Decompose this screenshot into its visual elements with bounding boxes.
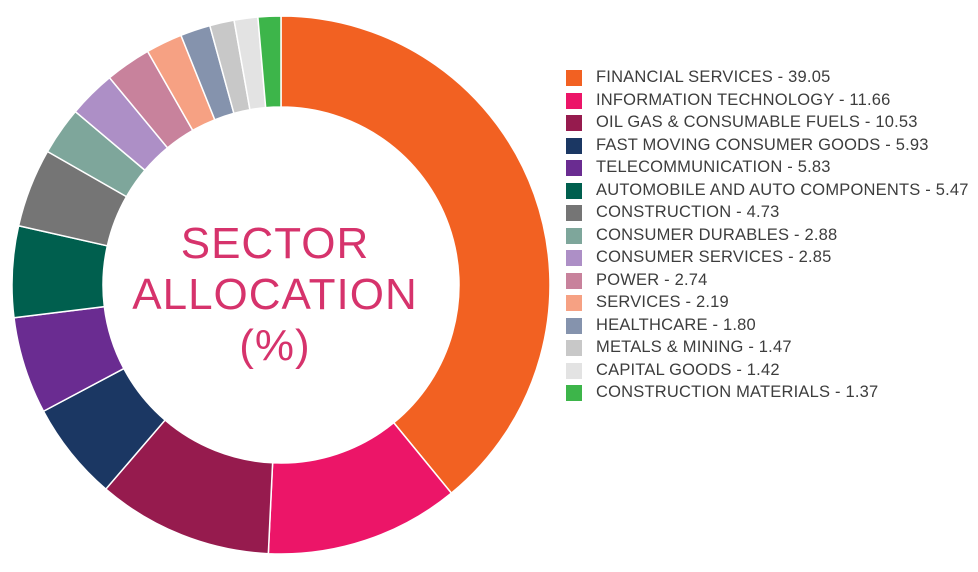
legend-label: CONSUMER DURABLES - 2.88 <box>596 225 838 244</box>
legend-label: CONSTRUCTION - 4.73 <box>596 203 780 221</box>
legend-swatch <box>566 362 582 379</box>
legend-item: OIL GAS & CONSUMABLE FUELS - 10.53 <box>566 111 971 134</box>
legend-item: AUTOMOBILE AND AUTO COMPONENTS - 5.47 <box>566 179 971 202</box>
legend-swatch <box>566 182 582 199</box>
legend-item: CAPITAL GOODS - 1.42 <box>566 359 971 382</box>
legend-swatch <box>566 340 582 356</box>
legend-label: CONSTRUCTION MATERIALS - 1.37 <box>596 383 879 401</box>
legend-item: TELECOMMUNICATION - 5.83 <box>566 156 971 179</box>
legend-item: POWER - 2.74 <box>566 269 971 292</box>
legend-label: HEALTHCARE - 1.80 <box>596 315 756 334</box>
legend-label: SERVICES - 2.19 <box>596 293 729 311</box>
legend-label: INFORMATION TECHNOLOGY - 11.66 <box>596 90 891 109</box>
legend-item: CONSUMER DURABLES - 2.88 <box>566 224 971 247</box>
legend-item: HEALTHCARE - 1.80 <box>566 314 971 337</box>
legend-label: FINANCIAL SERVICES - 39.05 <box>596 68 831 86</box>
chart-title-line-1: SECTOR <box>180 219 370 268</box>
legend-item: FAST MOVING CONSUMER GOODS - 5.93 <box>566 134 971 157</box>
legend: FINANCIAL SERVICES - 39.05 INFORMATION TE… <box>566 66 971 404</box>
legend-label: METALS & MINING - 1.47 <box>596 338 792 356</box>
legend-label: CONSUMER SERVICES - 2.85 <box>596 248 832 266</box>
legend-label: CAPITAL GOODS - 1.42 <box>596 360 780 379</box>
legend-item: INFORMATION TECHNOLOGY - 11.66 <box>566 89 971 112</box>
legend-swatch <box>566 317 582 334</box>
legend-swatch <box>566 70 582 86</box>
legend-item: CONSTRUCTION MATERIALS - 1.37 <box>566 381 971 404</box>
donut-chart <box>11 15 551 555</box>
legend-item: METALS & MINING - 1.47 <box>566 336 971 359</box>
legend-swatch <box>566 227 582 244</box>
donut-slice <box>257 15 282 109</box>
legend-item: CONSTRUCTION - 4.73 <box>566 201 971 224</box>
legend-item: CONSUMER SERVICES - 2.85 <box>566 246 971 269</box>
legend-swatch <box>566 250 582 266</box>
chart-title-line-2: ALLOCATION <box>132 270 418 319</box>
legend-swatch <box>566 137 582 154</box>
legend-label: POWER - 2.74 <box>596 270 708 289</box>
legend-label: AUTOMOBILE AND AUTO COMPONENTS - 5.47 <box>596 180 969 199</box>
legend-item: FINANCIAL SERVICES - 39.05 <box>566 66 971 89</box>
legend-label: OIL GAS & CONSUMABLE FUELS - 10.53 <box>596 113 918 131</box>
legend-swatch <box>566 115 582 131</box>
legend-label: TELECOMMUNICATION - 5.83 <box>596 158 831 176</box>
legend-label: FAST MOVING CONSUMER GOODS - 5.93 <box>596 135 929 154</box>
legend-swatch <box>566 385 582 401</box>
legend-swatch <box>566 272 582 289</box>
legend-swatch <box>566 160 582 176</box>
legend-swatch <box>566 295 582 311</box>
donut-slice <box>280 15 551 495</box>
legend-swatch <box>566 92 582 109</box>
legend-swatch <box>566 205 582 221</box>
legend-item: SERVICES - 2.19 <box>566 291 971 314</box>
chart-title-line-3: (%) <box>239 321 311 370</box>
